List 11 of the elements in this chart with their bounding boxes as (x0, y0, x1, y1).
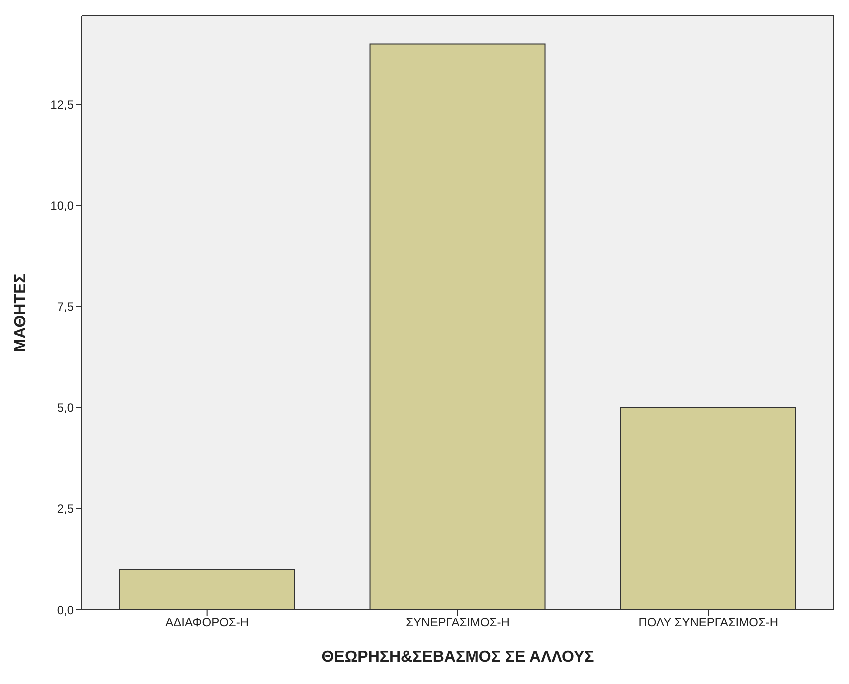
x-tick-label: ΣΥΝΕΡΓΑΣΙΜΟΣ-Η (406, 616, 510, 630)
y-tick-label: 5,0 (57, 401, 74, 416)
y-tick-label: 10,0 (50, 199, 74, 214)
x-tick-label: ΑΔΙΑΦΟΡΟΣ-Η (166, 616, 250, 630)
y-tick-label: 2,5 (57, 502, 74, 516)
x-tick-label: ΠΟΛΥ ΣΥΝΕΡΓΑΣΙΜΟΣ-Η (638, 616, 779, 630)
y-tick-label: 0,0 (57, 603, 74, 618)
x-axis-title: ΘΕΩΡΗΣΗ&ΣΕΒΑΣΜΟΣ ΣΕ ΑΛΛΟΥΣ (322, 649, 595, 666)
y-tick-label: 12,5 (50, 98, 74, 112)
y-tick-label: 7,5 (57, 300, 74, 314)
y-axis-title: ΜΑΘΗΤΕΣ (12, 273, 30, 352)
